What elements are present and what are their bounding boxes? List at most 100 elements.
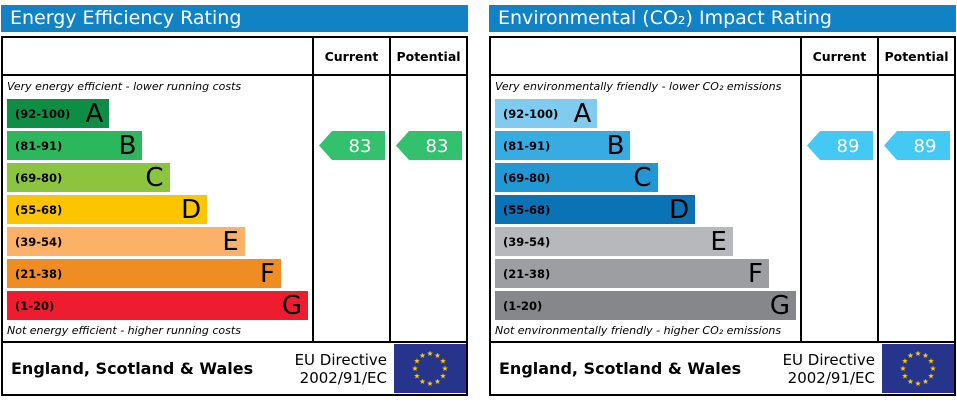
arrow-value: 89	[914, 136, 937, 157]
eu-flag-star: ★	[915, 379, 922, 388]
top-note: Very energy efficient - lower running co…	[7, 80, 242, 93]
eu-flag-star: ★	[440, 372, 447, 381]
current-rating-arrow: 83	[319, 131, 385, 160]
band-letter: E	[710, 226, 727, 257]
band-letter: A	[85, 98, 104, 129]
band-range-label: (81-91)	[503, 138, 551, 153]
potential-column-header: Potential	[389, 38, 466, 74]
rating-band-f: (21-38) F	[495, 259, 769, 288]
eu-flag-star: ★	[419, 377, 426, 386]
bands-area: Very environmentally friendly - lower CO…	[491, 76, 800, 341]
potential-rating-column: 89	[877, 76, 954, 341]
bottom-note: Not environmentally friendly - higher CO…	[495, 324, 782, 337]
band-row: (92-100) A	[7, 99, 308, 128]
band-row: (1-20) G	[495, 291, 796, 320]
eu-flag-star: ★	[434, 377, 441, 386]
column-header-row: Current Potential	[3, 38, 466, 76]
rating-band-e: (39-54) E	[495, 227, 733, 256]
band-row: (55-68) D	[495, 195, 796, 224]
rating-scale-body: Very energy efficient - lower running co…	[3, 76, 466, 341]
eu-flag-star: ★	[928, 357, 935, 366]
rating-band-a: (92-100) A	[7, 98, 110, 129]
band-letter: C	[633, 162, 652, 193]
band-range-label: (39-54)	[15, 234, 63, 249]
eu-flag-star: ★	[930, 364, 937, 373]
eu-flag-star: ★	[414, 372, 421, 381]
rating-band-b: (81-91) B	[495, 130, 631, 161]
rating-band-g: (1-20) G	[495, 291, 796, 320]
eu-flag-star: ★	[900, 364, 907, 373]
rating-band-a: (92-100) A	[495, 98, 598, 129]
column-header-row: Current Potential	[491, 38, 954, 76]
region-label: England, Scotland & Wales	[11, 359, 254, 378]
eu-flag-star: ★	[412, 364, 419, 373]
band-letter: B	[606, 130, 625, 161]
eu-flag-star: ★	[419, 351, 426, 360]
eu-flag-star: ★	[440, 357, 447, 366]
band-letter: G	[281, 290, 302, 321]
band-letter: F	[259, 258, 275, 289]
eu-flag-icon: ★ ★★★★★★★★★★★	[394, 344, 466, 393]
eu-directive-label: EU Directive 2002/91/EC	[783, 351, 882, 387]
arrow-shape	[396, 131, 462, 160]
region-label: England, Scotland & Wales	[499, 359, 742, 378]
eu-directive-label: EU Directive 2002/91/EC	[295, 351, 394, 387]
band-row: (39-54) E	[495, 227, 796, 256]
eu-flag-star: ★	[907, 351, 914, 360]
eu-flag-field	[394, 344, 466, 393]
eu-flag-star: ★	[922, 351, 929, 360]
bottom-note: Not energy efficient - higher running co…	[7, 324, 241, 337]
top-note: Very environmentally friendly - lower CO…	[495, 80, 782, 93]
band-row: (21-38) F	[495, 259, 796, 288]
eu-flag-star: ★	[928, 372, 935, 381]
band-row: (69-80) C	[7, 163, 308, 192]
eu-directive-line1: EU Directive	[294, 350, 387, 369]
current-column-header: Current	[800, 38, 877, 74]
band-row: (69-80) C	[495, 163, 796, 192]
band-letter: B	[118, 130, 137, 161]
potential-rating-column: 83	[389, 76, 466, 341]
chart-footer: England, Scotland & Wales EU Directive 2…	[3, 341, 466, 394]
chart-frame: Current Potential Very energy efficient …	[1, 36, 468, 396]
rating-band-c: (69-80) C	[7, 163, 170, 192]
eu-directive-line2: 2002/91/EC	[299, 368, 387, 387]
band-range-label: (69-80)	[15, 170, 63, 185]
band-letter: E	[222, 226, 239, 257]
eu-directive-line1: EU Directive	[782, 350, 875, 369]
arrow-shape	[807, 131, 873, 160]
rating-scale-body: Very environmentally friendly - lower CO…	[491, 76, 954, 341]
arrow-value: 83	[426, 136, 449, 157]
arrow-value: 89	[837, 136, 860, 157]
band-range-label: (55-68)	[15, 202, 63, 217]
eu-flag-star: ★	[922, 377, 929, 386]
band-range-label: (92-100)	[15, 106, 71, 121]
arrow-shape	[884, 131, 950, 160]
chart-footer: England, Scotland & Wales EU Directive 2…	[491, 341, 954, 394]
band-row: (21-38) F	[7, 259, 308, 288]
eu-directive-line2: 2002/91/EC	[787, 368, 875, 387]
band-row: (39-54) E	[7, 227, 308, 256]
eu-flag-star: ★	[915, 349, 922, 358]
band-letter: D	[669, 194, 690, 225]
band-range-label: (92-100)	[503, 106, 559, 121]
eu-flag-star: ★	[434, 351, 441, 360]
potential-column-header: Potential	[877, 38, 954, 74]
band-row: (92-100) A	[495, 99, 796, 128]
band-row: (55-68) D	[7, 195, 308, 224]
arrow-value: 83	[349, 136, 372, 157]
band-range-label: (55-68)	[503, 202, 551, 217]
band-range-label: (69-80)	[503, 170, 551, 185]
current-rating-column: 89	[800, 76, 877, 341]
current-rating-column: 83	[312, 76, 389, 341]
bands-area: Very energy efficient - lower running co…	[3, 76, 312, 341]
rating-band-d: (55-68) D	[495, 194, 696, 225]
band-row: (81-91) B	[7, 131, 308, 160]
current-rating-arrow: 89	[807, 131, 873, 160]
eu-flag-star: ★	[902, 372, 909, 381]
header-spacer	[3, 38, 312, 74]
rating-band-f: (21-38) F	[7, 259, 281, 288]
band-letter: A	[573, 98, 592, 129]
rating-band-c: (69-80) C	[495, 163, 658, 192]
eu-flag-star: ★	[902, 357, 909, 366]
